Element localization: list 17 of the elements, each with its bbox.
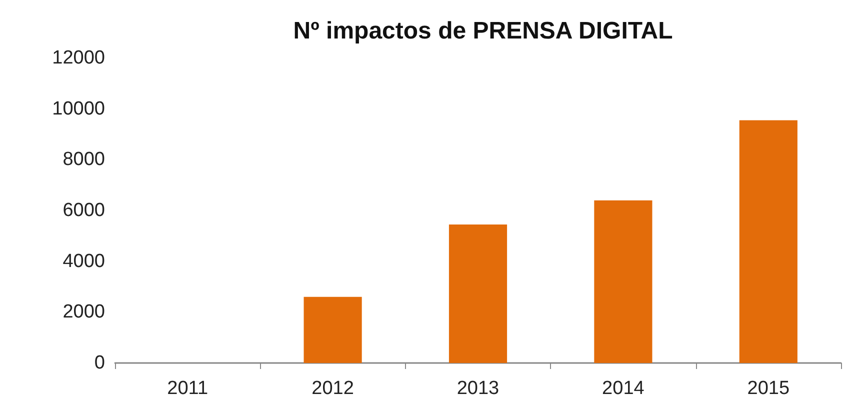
bar (304, 296, 362, 363)
x-tick-label: 2012 (312, 378, 354, 399)
x-tick-label: 2014 (602, 378, 645, 399)
bar (448, 224, 508, 363)
y-tick-label: 6000 (62, 200, 105, 221)
bar (594, 200, 652, 363)
y-tick-label: 0 (94, 352, 105, 374)
y-tick-label: 10000 (52, 98, 105, 120)
y-tick-label: 4000 (62, 250, 105, 272)
y-tick-label: 8000 (62, 149, 105, 170)
x-tick-label: 2011 (167, 378, 208, 399)
chart-title: Nº impactos de PRENSA DIGITAL (293, 18, 673, 44)
x-tick-label: 2015 (747, 378, 790, 399)
y-tick-label: 2000 (62, 302, 105, 323)
bar (739, 120, 798, 363)
y-tick-label: 12000 (52, 48, 105, 68)
x-tick-label: 2013 (456, 378, 500, 399)
